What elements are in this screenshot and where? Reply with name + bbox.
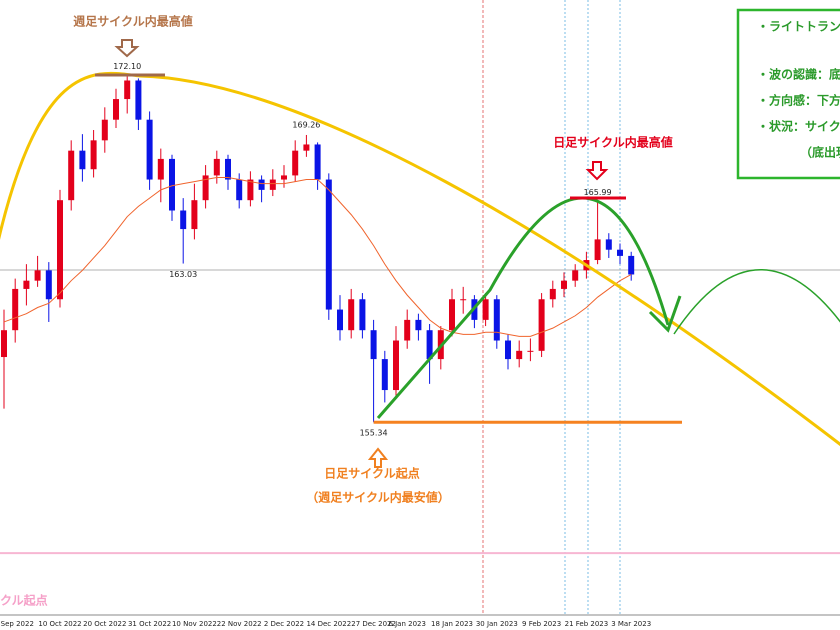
x-tick-label: l Sep 2022: [0, 620, 34, 628]
candle-body: [594, 239, 601, 261]
annotation: 週足サイクル内最高値: [73, 14, 192, 29]
candle-body: [325, 179, 332, 310]
moving-average: [3, 176, 632, 337]
candle-body: [449, 299, 455, 331]
x-tick-label: 9 Feb 2023: [522, 620, 561, 628]
candle-body: [79, 150, 86, 170]
candle-body: [1, 330, 7, 358]
annotation: 日足サイクル起点: [324, 466, 419, 481]
annotation: 日足サイクル内最高値: [553, 135, 672, 150]
candle-body: [135, 80, 142, 120]
candle-body: [281, 175, 287, 180]
price-label: 155.34: [360, 429, 388, 438]
candle-body: [180, 210, 187, 230]
x-tick-label: 22 Nov 2022: [217, 620, 262, 628]
candle-body: [337, 309, 343, 331]
candle-body: [370, 330, 377, 360]
down-arrow: [114, 39, 140, 58]
candle-body: [628, 255, 635, 275]
x-tick-label: 14 Dec 2022: [306, 620, 351, 628]
candle-body: [90, 140, 97, 170]
x-tick-label: 10 Nov 2022: [172, 620, 217, 628]
candle-body: [415, 319, 422, 331]
candle-body: [505, 340, 511, 360]
note-text: ・状況：サイク: [757, 119, 840, 134]
candle-body: [314, 144, 321, 180]
candle-body: [45, 270, 52, 300]
candle-body: [538, 299, 545, 351]
x-tick-label: 6 Jan 2023: [388, 620, 426, 628]
candle-body: [572, 270, 579, 281]
note-text: ・方向感：下方: [757, 93, 840, 108]
plot: l Sep 2022 10 Oct 2022 20 Oct 2022 172.10 31…: [0, 62, 840, 628]
candle-body: [460, 299, 467, 301]
candle-body: [561, 280, 567, 289]
candle-body: [202, 175, 209, 201]
price-label: 169.26: [292, 120, 320, 129]
note-text: ・波の認識：底: [757, 67, 840, 82]
annotations: 週足サイクル内最高値 日足サイクル内最高値 日足サイクル起点 （週足サイクル内最…: [0, 8, 840, 608]
candle-body: [169, 158, 175, 211]
x-tick-label: 31 Oct 2022: [128, 620, 171, 628]
candle-body: [34, 270, 41, 281]
candle-body: [493, 299, 500, 341]
candle-body: [68, 150, 75, 201]
daily-cycle-curve: [376, 196, 670, 419]
candle-body: [23, 280, 30, 289]
candle-body: [381, 359, 388, 391]
note-box: [736, 8, 840, 180]
candle-body: [617, 249, 623, 256]
x-tick-label: 2 Dec 2022: [264, 620, 304, 628]
candle-body: [146, 119, 153, 180]
x-tick-label: 30 Jan 2023: [476, 620, 518, 628]
candle-body: [225, 158, 231, 180]
candle-body: [482, 299, 489, 320]
price-label: 163.03: [169, 270, 197, 279]
annotation: （週足サイクル内最安値）: [306, 490, 449, 505]
candle-body: [348, 299, 355, 331]
candle-body: [527, 350, 534, 352]
candle-body: [236, 179, 243, 201]
candle-body: [516, 350, 523, 360]
candle-body: [359, 299, 366, 331]
candle-body: [101, 119, 108, 141]
candle-body: [404, 319, 411, 341]
x-tick-label: 21 Feb 2023: [565, 620, 609, 628]
candle-body: [124, 80, 131, 100]
candle-body: [213, 158, 220, 176]
candle-body: [57, 200, 63, 300]
down-arrow: [585, 161, 609, 181]
annotation: クル起点: [0, 593, 48, 608]
candle-body: [549, 288, 556, 300]
price-label: 165.99: [584, 188, 612, 197]
candle-body: [426, 330, 433, 360]
candle-body: [113, 99, 119, 120]
weekly-cycle-curve: [0, 71, 840, 447]
candle-body: [393, 340, 399, 391]
x-tick-label: 10 Oct 2022: [38, 620, 81, 628]
candle-body: [191, 200, 198, 230]
x-tick-label: 20 Oct 2022: [83, 620, 126, 628]
candle-body: [269, 179, 276, 190]
candle-body: [292, 150, 299, 176]
x-tick-label: 18 Jan 2023: [431, 620, 473, 628]
candle-body: [303, 144, 310, 151]
candle-body: [247, 179, 254, 201]
x-tick-label: 27 Dec 2022: [351, 620, 396, 628]
candle-body: [605, 239, 612, 250]
note-text: ・ライトトラン: [757, 20, 840, 34]
forecast-curve: [673, 269, 840, 335]
arrow-head: [648, 295, 682, 333]
note-text: （底出現: [800, 145, 840, 160]
price-label: 172.10: [113, 62, 141, 71]
x-tick-label: 3 Mar 2023: [611, 620, 651, 628]
up-arrow: [367, 447, 389, 468]
candle-body: [12, 288, 19, 331]
candle-body: [258, 179, 265, 190]
candle-body: [157, 158, 164, 180]
